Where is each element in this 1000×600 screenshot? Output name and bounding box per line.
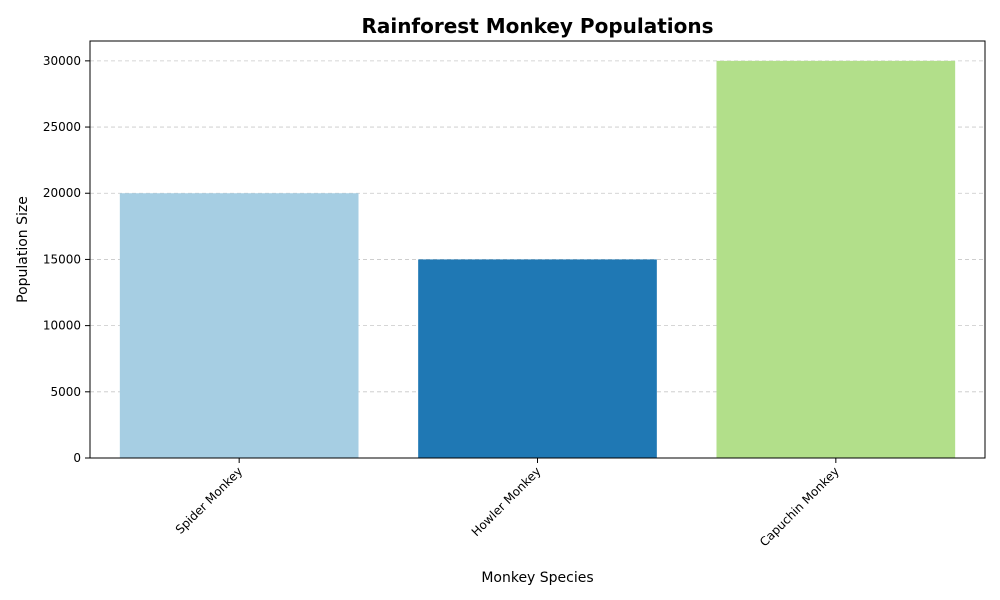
y-axis-label: Population Size	[15, 196, 31, 303]
bar-capuchin-monkey	[716, 60, 956, 458]
y-tick-label: 25000	[43, 120, 81, 134]
bars	[119, 60, 956, 458]
y-tick-label: 15000	[43, 252, 81, 266]
bar-howler-monkey	[418, 259, 657, 458]
y-tick-label: 10000	[43, 319, 81, 333]
y-tick-label: 30000	[43, 54, 81, 68]
x-tick-label: Howler Monkey	[469, 464, 544, 539]
y-tick-label: 20000	[43, 186, 81, 200]
bar-spider-monkey	[119, 193, 359, 458]
x-tick-label: Capuchin Monkey	[757, 464, 842, 549]
y-tick-label: 5000	[50, 385, 81, 399]
x-axis-label: Monkey Species	[481, 570, 593, 586]
y-tick-label: 0	[73, 451, 81, 465]
x-tick-label: Spider Monkey	[173, 464, 246, 537]
chart-title: Rainforest Monkey Populations	[361, 14, 713, 38]
